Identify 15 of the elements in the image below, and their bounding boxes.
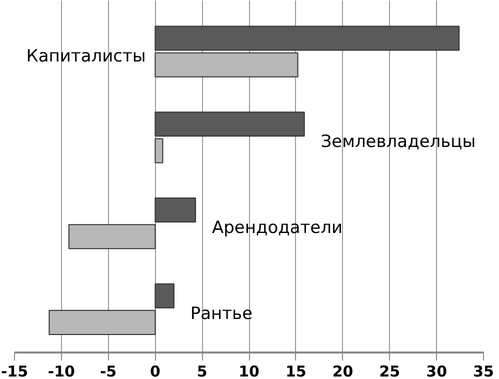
x-tick-label: -10 — [48, 362, 75, 379]
x-tick-label: -15 — [0, 362, 28, 379]
x-tick-label: 35 — [473, 362, 494, 379]
x-tick-label: 5 — [196, 362, 208, 379]
y-tick-label: Землевладельцы — [320, 132, 476, 152]
x-tick-label: 25 — [379, 362, 400, 379]
x-tick-label: -5 — [100, 362, 117, 379]
y-tick-label: Рантье — [190, 304, 253, 324]
x-tick-label: 10 — [238, 362, 260, 379]
x-tick-label: 15 — [285, 362, 306, 379]
y-tick-label: Капиталисты — [26, 46, 146, 66]
x-tick-label: 0 — [150, 362, 160, 379]
x-tick-label: 30 — [426, 362, 448, 379]
y-tick-label: Арендодатели — [212, 218, 343, 238]
x-tick-label: 20 — [332, 362, 354, 379]
